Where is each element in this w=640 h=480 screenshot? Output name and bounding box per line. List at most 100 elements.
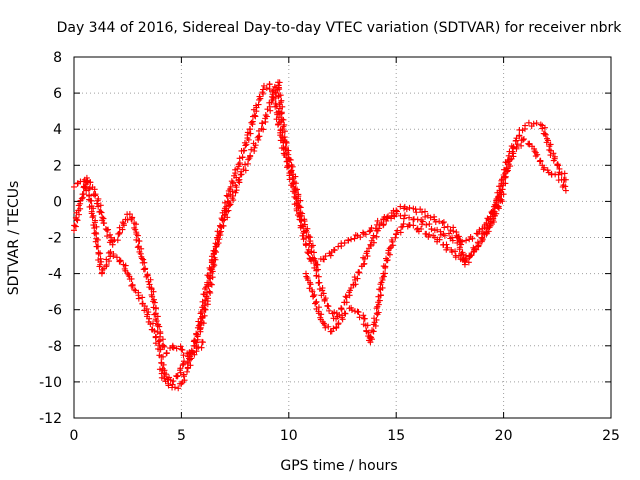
data-point-interp bbox=[252, 102, 259, 109]
data-point-interp bbox=[494, 194, 501, 201]
data-point bbox=[367, 339, 374, 346]
data-point-interp bbox=[216, 229, 223, 236]
data-point-interp bbox=[116, 229, 123, 236]
data-point-interp bbox=[379, 275, 386, 282]
data-point bbox=[393, 230, 400, 237]
data-point-interp bbox=[110, 251, 117, 258]
data-point bbox=[500, 191, 507, 198]
data-point-interp bbox=[533, 120, 540, 127]
data-point-interp bbox=[306, 279, 313, 286]
data-point-interp bbox=[305, 234, 312, 241]
data-point-interp bbox=[175, 385, 182, 392]
data-point-interp bbox=[148, 291, 155, 298]
data-point bbox=[444, 223, 451, 230]
data-point-interp bbox=[498, 177, 505, 184]
data-point-interp bbox=[298, 216, 305, 223]
data-point-interp bbox=[278, 118, 285, 125]
data-point-interp bbox=[141, 307, 148, 314]
data-point-interp bbox=[131, 224, 138, 231]
data-point-interp bbox=[266, 103, 273, 110]
data-point-interp bbox=[128, 215, 135, 222]
data-point-interp bbox=[331, 247, 338, 254]
data-point-interp bbox=[355, 309, 362, 316]
data-point-interp bbox=[321, 296, 328, 303]
data-point-interp bbox=[187, 362, 194, 369]
data-point-interp bbox=[512, 137, 519, 144]
data-point-interp bbox=[389, 242, 396, 249]
x-tick-label: 10 bbox=[280, 428, 298, 444]
data-point-interp bbox=[89, 214, 96, 221]
y-tick-label: -6 bbox=[48, 303, 62, 319]
data-point-interp bbox=[276, 86, 283, 93]
data-point-interp bbox=[202, 297, 209, 304]
data-point-interp bbox=[286, 156, 293, 163]
data-point bbox=[399, 223, 406, 230]
data-point-interp bbox=[138, 255, 145, 262]
data-point-interp bbox=[299, 232, 306, 239]
y-tick-label: 6 bbox=[53, 86, 62, 102]
data-point-interp bbox=[373, 305, 380, 312]
data-point-interp bbox=[479, 237, 486, 244]
data-point-interp bbox=[193, 330, 200, 337]
data-point-interp bbox=[87, 197, 94, 204]
data-point-interp bbox=[293, 195, 300, 202]
data-point-interp bbox=[320, 320, 327, 327]
data-point-interp bbox=[292, 180, 299, 187]
data-point-interp bbox=[439, 220, 446, 227]
data-point-interp bbox=[242, 167, 249, 174]
data-point-interp bbox=[180, 352, 187, 359]
data-point-interp bbox=[554, 161, 561, 168]
data-point-interp bbox=[121, 265, 128, 272]
data-point-interp bbox=[338, 243, 345, 250]
data-point-interp bbox=[345, 237, 352, 244]
data-point-interp bbox=[151, 327, 158, 334]
data-point-interp bbox=[422, 208, 429, 215]
data-point-interp bbox=[251, 144, 258, 151]
x-tick-label: 25 bbox=[602, 428, 620, 444]
data-point-interp bbox=[319, 287, 326, 294]
tick-labels: 0 5 10 15 20 25 -12 -10 -8 -6 -4 -2 0 2 4 6 8 bbox=[39, 50, 620, 444]
data-point-interp bbox=[479, 236, 486, 243]
data-point-interp bbox=[310, 257, 317, 264]
data-point-interp bbox=[539, 125, 546, 132]
data-point-interp bbox=[363, 250, 370, 257]
x-axis-label: GPS time / hours bbox=[280, 458, 397, 474]
data-point bbox=[449, 248, 456, 255]
data-point-interp bbox=[122, 262, 129, 269]
data-point-interp bbox=[441, 232, 448, 239]
data-point-interp bbox=[170, 344, 177, 351]
data-point-interp bbox=[245, 136, 252, 143]
data-point-interp bbox=[228, 178, 235, 185]
data-point-interp bbox=[256, 133, 263, 140]
data-point-interp bbox=[315, 273, 322, 280]
data-point-interp bbox=[249, 118, 256, 125]
data-point-interp bbox=[84, 178, 91, 185]
axis-ticks bbox=[73, 56, 612, 419]
data-point-interp bbox=[475, 243, 482, 250]
data-point-interp bbox=[229, 188, 236, 195]
data-point-interp bbox=[241, 147, 248, 154]
data-point-interp bbox=[288, 167, 295, 174]
data-point-interp bbox=[104, 227, 111, 234]
data-point-interp bbox=[394, 227, 401, 234]
data-point-interp bbox=[236, 155, 243, 162]
data-point-interp bbox=[248, 119, 255, 126]
y-tick-label: -10 bbox=[39, 375, 62, 391]
data-point-interp bbox=[490, 218, 497, 225]
data-point-interp bbox=[98, 258, 105, 265]
data-point-interp bbox=[206, 264, 213, 271]
data-point bbox=[171, 384, 178, 391]
data-point-interp bbox=[507, 163, 514, 170]
data-point-interp bbox=[95, 203, 102, 210]
data-point-interp bbox=[177, 367, 184, 374]
data-point bbox=[376, 225, 383, 232]
data-point-interp bbox=[370, 232, 377, 239]
data-point-interp bbox=[276, 92, 283, 99]
data-point-interp bbox=[383, 217, 390, 224]
data-point-interp bbox=[400, 215, 407, 222]
data-point bbox=[530, 120, 537, 127]
data-point-interp bbox=[281, 121, 288, 128]
data-point-interp bbox=[226, 200, 233, 207]
data-point-interp bbox=[296, 203, 303, 210]
data-point-interp bbox=[199, 304, 206, 311]
